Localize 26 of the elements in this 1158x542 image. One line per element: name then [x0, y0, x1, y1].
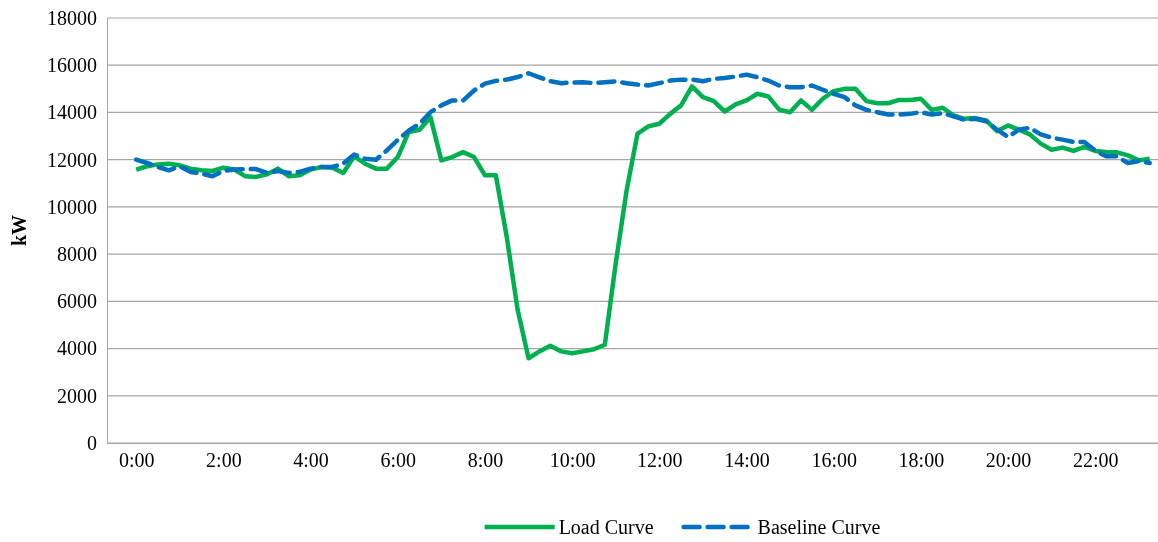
- x-tick-label: 10:00: [549, 449, 596, 472]
- legend-label: Load Curve: [558, 516, 654, 538]
- x-tick-label: 22:00: [1072, 449, 1119, 472]
- legend-label: Baseline Curve: [757, 516, 881, 538]
- x-tick-label: 4:00: [293, 449, 329, 472]
- y-tick-label: 8000: [57, 243, 97, 266]
- x-tick-label: 0:00: [118, 449, 155, 472]
- y-tick-label: 4000: [57, 337, 97, 360]
- y-tick-label: 14000: [47, 101, 97, 124]
- y-axis-title: kW: [8, 214, 30, 247]
- y-tick-label: 6000: [57, 290, 97, 313]
- y-tick-label: 18000: [47, 6, 97, 29]
- x-tick-label: 16:00: [811, 449, 857, 472]
- y-tick-label: 16000: [47, 54, 97, 77]
- x-tick-label: 20:00: [985, 449, 1032, 472]
- x-tick-label: 8:00: [467, 449, 504, 472]
- x-tick-label: 12:00: [637, 449, 683, 472]
- x-tick-label: 2:00: [206, 449, 242, 472]
- y-tick-label: 2000: [57, 384, 97, 407]
- y-tick-label: 0: [87, 431, 97, 454]
- x-tick-label: 6:00: [380, 449, 417, 472]
- x-tick-label: 14:00: [724, 449, 770, 472]
- y-tick-label: 12000: [47, 148, 97, 171]
- y-tick-label: 10000: [47, 195, 97, 218]
- line-series: [133, 71, 1152, 179]
- x-tick-label: 18:00: [898, 449, 945, 472]
